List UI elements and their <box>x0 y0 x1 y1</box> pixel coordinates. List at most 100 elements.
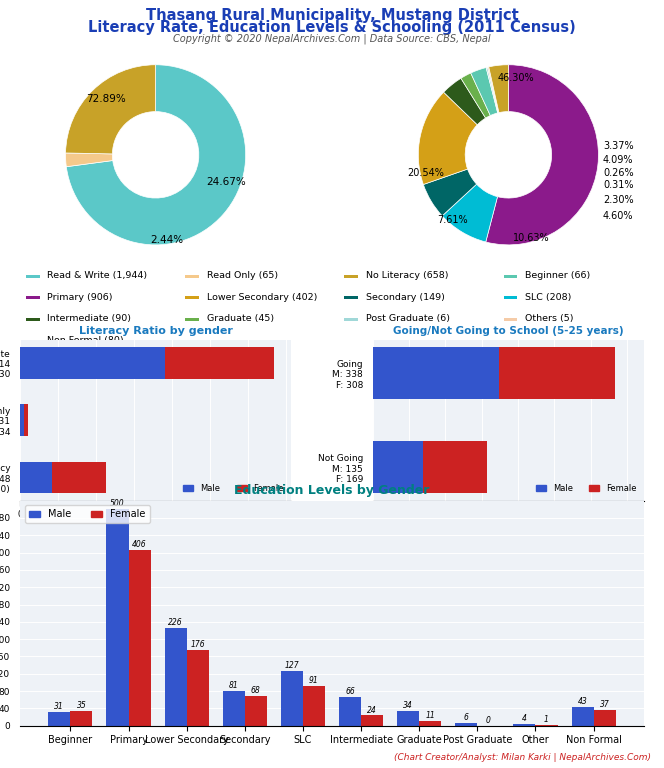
Bar <box>70 710 92 726</box>
Text: 176: 176 <box>191 640 205 649</box>
Text: 91: 91 <box>309 677 319 686</box>
Text: Lower Secondary (402): Lower Secondary (402) <box>207 293 317 302</box>
Bar <box>303 687 325 726</box>
Bar <box>20 462 52 493</box>
Bar <box>361 715 383 726</box>
Legend: Male, Female: Male, Female <box>25 505 149 523</box>
Bar <box>572 707 594 726</box>
Text: 500: 500 <box>110 499 125 508</box>
Text: 72.89%: 72.89% <box>86 94 126 104</box>
Text: 10.63%: 10.63% <box>513 233 549 243</box>
Text: Post Graduate (6): Post Graduate (6) <box>366 314 450 323</box>
Bar <box>281 670 303 726</box>
Text: 1: 1 <box>544 716 549 724</box>
FancyBboxPatch shape <box>185 318 199 321</box>
Bar <box>106 509 129 726</box>
Wedge shape <box>486 68 499 113</box>
Bar <box>48 713 70 726</box>
Text: 4.09%: 4.09% <box>603 155 633 165</box>
Text: Education
Levels: Education Levels <box>477 144 539 166</box>
Bar <box>52 462 106 493</box>
Text: 0.31%: 0.31% <box>603 180 633 190</box>
FancyBboxPatch shape <box>504 275 517 277</box>
Bar <box>339 697 361 726</box>
Bar <box>424 442 487 493</box>
Bar <box>373 347 499 399</box>
Wedge shape <box>486 65 598 245</box>
Wedge shape <box>418 92 477 184</box>
Text: 127: 127 <box>285 661 299 670</box>
Bar <box>373 442 424 493</box>
Bar <box>222 690 245 726</box>
Text: 226: 226 <box>168 618 183 627</box>
Text: 406: 406 <box>132 540 147 549</box>
Bar <box>397 711 419 726</box>
Text: 68: 68 <box>251 687 261 696</box>
Text: No Literacy (658): No Literacy (658) <box>366 271 448 280</box>
FancyBboxPatch shape <box>345 318 358 321</box>
Text: 7.61%: 7.61% <box>437 215 468 225</box>
FancyBboxPatch shape <box>26 318 40 321</box>
Bar <box>20 405 24 436</box>
Text: 3.37%: 3.37% <box>603 141 633 151</box>
Text: Thasang Rural Municipality, Mustang District: Thasang Rural Municipality, Mustang Dist… <box>145 8 519 23</box>
Wedge shape <box>489 65 509 113</box>
Bar <box>456 723 477 726</box>
Wedge shape <box>66 65 155 154</box>
Text: Read & Write (1,944): Read & Write (1,944) <box>47 271 147 280</box>
Bar <box>20 347 165 379</box>
FancyBboxPatch shape <box>26 296 40 300</box>
Text: Read Only (65): Read Only (65) <box>207 271 278 280</box>
Wedge shape <box>461 73 490 118</box>
Text: 0.26%: 0.26% <box>603 168 633 178</box>
Text: 35: 35 <box>76 700 86 710</box>
Text: Primary (906): Primary (906) <box>47 293 113 302</box>
Bar <box>513 724 535 726</box>
FancyBboxPatch shape <box>185 296 199 300</box>
Text: 66: 66 <box>345 687 355 697</box>
Text: 20.54%: 20.54% <box>407 168 444 178</box>
Text: Beginner (66): Beginner (66) <box>525 271 590 280</box>
FancyBboxPatch shape <box>26 275 40 277</box>
Bar <box>594 710 616 726</box>
Text: 2.30%: 2.30% <box>603 195 633 205</box>
FancyBboxPatch shape <box>185 275 199 277</box>
Wedge shape <box>442 184 497 242</box>
Text: Literacy Rate, Education Levels & Schooling (2011 Census): Literacy Rate, Education Levels & School… <box>88 20 576 35</box>
FancyBboxPatch shape <box>345 296 358 300</box>
Bar <box>499 347 615 399</box>
Bar <box>245 697 267 726</box>
FancyBboxPatch shape <box>504 296 517 300</box>
Text: Others (5): Others (5) <box>525 314 574 323</box>
Text: 0: 0 <box>486 716 491 725</box>
FancyBboxPatch shape <box>504 318 517 321</box>
Text: Literacy
Ratios: Literacy Ratios <box>130 144 181 166</box>
Text: 2.44%: 2.44% <box>150 235 183 246</box>
Text: Secondary (149): Secondary (149) <box>366 293 445 302</box>
Text: Copyright © 2020 NepalArchives.Com | Data Source: CBS, Nepal: Copyright © 2020 NepalArchives.Com | Dat… <box>173 33 491 44</box>
Text: Graduate (45): Graduate (45) <box>207 314 274 323</box>
Text: 46.30%: 46.30% <box>497 73 534 83</box>
Bar <box>187 650 208 726</box>
Bar <box>165 347 274 379</box>
Bar <box>165 628 187 726</box>
Wedge shape <box>66 153 113 167</box>
Text: 24: 24 <box>367 706 377 714</box>
Text: 31: 31 <box>54 703 64 711</box>
Text: Intermediate (90): Intermediate (90) <box>47 314 131 323</box>
Legend: Male, Female: Male, Female <box>533 481 640 496</box>
Text: (Chart Creator/Analyst: Milan Karki | NepalArchives.Com): (Chart Creator/Analyst: Milan Karki | Ne… <box>394 753 651 762</box>
Bar <box>24 405 29 436</box>
Wedge shape <box>66 65 246 245</box>
Text: 6: 6 <box>464 713 469 722</box>
Wedge shape <box>424 169 477 216</box>
FancyBboxPatch shape <box>345 275 358 277</box>
Title: Going/Not Going to School (5-25 years): Going/Not Going to School (5-25 years) <box>393 326 623 336</box>
Text: 34: 34 <box>403 701 413 710</box>
Wedge shape <box>444 78 485 124</box>
Text: 4.60%: 4.60% <box>603 211 633 221</box>
Text: 24.67%: 24.67% <box>206 177 246 187</box>
Text: 81: 81 <box>229 680 238 690</box>
Bar <box>129 550 151 726</box>
Text: Non Formal (80): Non Formal (80) <box>47 336 124 345</box>
